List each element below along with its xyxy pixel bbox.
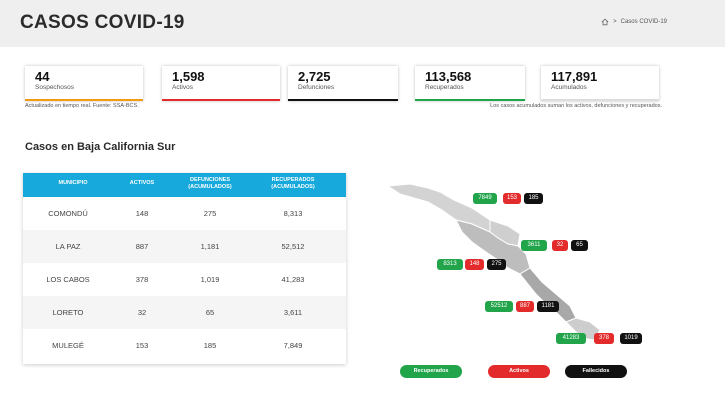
comondu-fallecidos-badge: 275 bbox=[487, 259, 506, 270]
comondu-activos-badge: 148 bbox=[465, 259, 484, 270]
page-title: CASOS COVID-19 bbox=[20, 12, 185, 33]
column-header-recuperados: RECUPERADOS (ACUMULADOS) bbox=[271, 177, 315, 190]
mulege-fallecidos-badge: 185 bbox=[524, 193, 543, 204]
stat-label: Activos bbox=[172, 84, 193, 91]
stat-label: Acumulados bbox=[551, 84, 587, 91]
loreto-fallecidos-badge: 65 bbox=[571, 240, 588, 251]
cases-table: MUNICIPIO ACTIVOS DEFUNCIONES (ACUMULADO… bbox=[23, 173, 346, 364]
loscabos-activos-badge: 378 bbox=[594, 333, 614, 344]
stat-accent-bar bbox=[541, 99, 659, 101]
baja-california-sur-map bbox=[386, 183, 601, 341]
breadcrumb: > Casos COVID-19 bbox=[601, 18, 667, 26]
stat-label: Sospechosos bbox=[35, 84, 75, 91]
stat-card-activos: 1,598 Activos bbox=[162, 66, 280, 101]
source-note: Actualizado en tiempo real. Fuente: SSA-… bbox=[25, 103, 139, 109]
loreto-activos-badge: 32 bbox=[552, 240, 568, 251]
table-header: MUNICIPIO ACTIVOS DEFUNCIONES (ACUMULADO… bbox=[23, 173, 346, 197]
cell-activos: 32 bbox=[137, 308, 147, 317]
lapaz-activos-badge: 887 bbox=[516, 301, 534, 312]
stat-accent-bar bbox=[288, 99, 398, 101]
lapaz-recuperados-badge: 52512 bbox=[485, 301, 513, 312]
stat-value: 44 bbox=[35, 69, 50, 84]
stat-accent-bar bbox=[162, 99, 280, 101]
cell-recuperados: 3,611 bbox=[283, 308, 303, 317]
stat-accent-bar bbox=[415, 99, 525, 101]
mulege-recuperados-badge: 7849 bbox=[473, 193, 497, 204]
legend-activos: Activos bbox=[488, 365, 550, 378]
lapaz-fallecidos-badge: 1181 bbox=[537, 301, 559, 312]
cell-municipio: LOS CABOS bbox=[46, 275, 90, 284]
cell-defunciones: 275 bbox=[203, 209, 217, 218]
cell-municipio: LA PAZ bbox=[55, 242, 81, 251]
breadcrumb-separator: > bbox=[613, 19, 617, 25]
cell-defunciones: 1,019 bbox=[200, 275, 220, 284]
legend-recuperados: Recuperados bbox=[400, 365, 462, 378]
column-header-municipio: MUNICIPIO bbox=[58, 180, 88, 186]
home-icon[interactable] bbox=[601, 18, 609, 26]
cell-activos: 378 bbox=[135, 275, 149, 284]
stat-value: 113,568 bbox=[425, 69, 472, 84]
cell-defunciones: 1,181 bbox=[200, 242, 220, 251]
cell-activos: 887 bbox=[135, 242, 149, 251]
cell-recuperados: 41,283 bbox=[281, 275, 305, 284]
column-header-defunciones: DEFUNCIONES (ACUMULADOS) bbox=[188, 177, 232, 190]
table-row: LOS CABOS 378 1,019 41,283 bbox=[23, 263, 346, 296]
cell-recuperados: 8,313 bbox=[283, 209, 303, 218]
top-bar bbox=[0, 0, 725, 47]
loscabos-fallecidos-badge: 1019 bbox=[620, 333, 642, 344]
stat-label: Recuperados bbox=[425, 84, 464, 91]
stat-card-sospechosos: 44 Sospechosos bbox=[25, 66, 143, 101]
cell-defunciones: 185 bbox=[203, 341, 217, 350]
cell-recuperados: 7,849 bbox=[283, 341, 303, 350]
cell-recuperados: 52,512 bbox=[281, 242, 305, 251]
cell-municipio: LORETO bbox=[52, 308, 84, 317]
stat-card-defunciones: 2,725 Defunciones bbox=[288, 66, 398, 101]
stat-value: 2,725 bbox=[298, 69, 331, 84]
section-title: Casos en Baja California Sur bbox=[25, 141, 176, 153]
breadcrumb-current: Casos COVID-19 bbox=[620, 19, 667, 25]
loscabos-recuperados-badge: 41283 bbox=[556, 333, 586, 344]
stat-card-acumulados: 117,891 Acumulados bbox=[541, 66, 659, 101]
mulege-activos-badge: 153 bbox=[503, 193, 521, 204]
comondu-recuperados-badge: 8313 bbox=[437, 259, 463, 270]
lapaz-region[interactable] bbox=[519, 267, 577, 323]
stat-card-recuperados: 113,568 Recuperados bbox=[415, 66, 525, 101]
cell-activos: 153 bbox=[135, 341, 149, 350]
table-row: COMONDÚ 148 275 8,313 bbox=[23, 197, 346, 230]
stat-accent-bar bbox=[25, 99, 143, 101]
table-row: MULEGÉ 153 185 7,849 bbox=[23, 329, 346, 362]
cell-municipio: MULEGÉ bbox=[52, 341, 84, 350]
table-row: LORETO 32 65 3,611 bbox=[23, 296, 346, 329]
stat-label: Defunciones bbox=[298, 84, 335, 91]
table-row: LA PAZ 887 1,181 52,512 bbox=[23, 230, 346, 263]
stat-value: 1,598 bbox=[172, 69, 205, 84]
loreto-recuperados-badge: 3611 bbox=[521, 240, 547, 251]
cell-municipio: COMONDÚ bbox=[48, 209, 88, 218]
cell-defunciones: 65 bbox=[205, 308, 215, 317]
legend-fallecidos: Fallecidos bbox=[565, 365, 627, 378]
cell-activos: 148 bbox=[135, 209, 149, 218]
stat-value: 117,891 bbox=[551, 69, 598, 84]
accumulated-note: Los casos acumulados suman los activos, … bbox=[490, 103, 662, 109]
column-header-activos: ACTIVOS bbox=[129, 180, 155, 186]
